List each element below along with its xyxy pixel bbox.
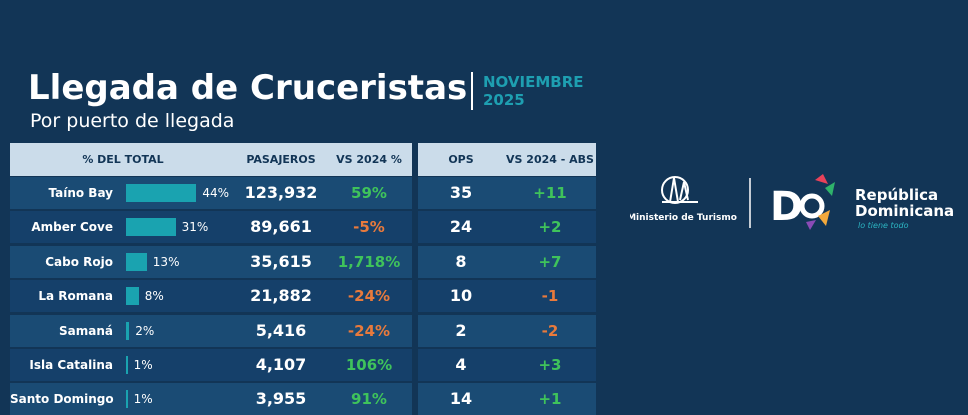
row-bg — [10, 245, 412, 278]
share-bar — [126, 356, 128, 374]
shape — [806, 220, 816, 230]
vs2024: 91% — [351, 390, 387, 409]
ops: 8 — [455, 251, 467, 271]
period: NOVIEMBRE 2025 — [483, 73, 584, 109]
vs2024: -24% — [347, 287, 391, 306]
abs-change: +11 — [533, 184, 567, 202]
vs2024: 59% — [351, 184, 387, 202]
port-name: La Romana — [38, 289, 113, 304]
title: Llegada de Cruceristas — [28, 68, 468, 108]
row-bg — [10, 314, 412, 347]
port-name: Amber Cove — [31, 220, 113, 235]
vs2024: 106% — [345, 356, 393, 374]
row-bg — [418, 211, 596, 244]
port-name: Santo Domingo — [10, 392, 114, 407]
header-cell: VS 2024 % — [326, 143, 412, 176]
country: República — [855, 186, 938, 204]
ops: 10 — [449, 286, 473, 306]
abs-change: -2 — [541, 321, 559, 340]
ops: 24 — [449, 217, 473, 237]
ops: 2 — [455, 320, 467, 340]
share-label: 1% — [133, 358, 153, 372]
share-label: 1% — [133, 392, 153, 407]
port-name: Samaná — [59, 323, 113, 338]
passengers: 5,416 — [255, 320, 307, 340]
share-bar — [126, 321, 130, 340]
share-bar — [126, 252, 147, 271]
passengers: 123,932 — [244, 183, 318, 202]
port-name: Isla Catalina — [29, 358, 113, 372]
divider — [471, 72, 473, 110]
share-bar — [126, 390, 128, 409]
share-label: 13% — [152, 254, 180, 269]
ministry-name: Ministerio de Turismo — [630, 213, 737, 223]
row-bg — [418, 280, 596, 313]
row-bg — [10, 280, 412, 313]
row-bg — [418, 349, 596, 381]
share-bar — [126, 184, 197, 202]
ops: 14 — [449, 389, 473, 409]
row-bg — [10, 211, 412, 244]
header-cell: OPS — [418, 143, 504, 176]
header-cell: % DEL TOTAL — [10, 143, 236, 176]
abs-change: +3 — [538, 356, 562, 374]
share-label: 8% — [144, 289, 164, 304]
shape — [825, 182, 835, 196]
passengers: 21,882 — [250, 286, 312, 306]
row-bg — [418, 383, 596, 415]
subtitle: Por puerto de llegada — [30, 110, 235, 132]
share-label: 31% — [181, 220, 209, 235]
abs-change: -1 — [541, 287, 559, 306]
ops: 35 — [449, 183, 473, 202]
shape — [815, 174, 828, 184]
ship-icon — [662, 177, 698, 203]
abs-change: +2 — [538, 218, 562, 237]
passengers: 89,661 — [250, 217, 312, 237]
passengers: 3,955 — [255, 389, 307, 409]
row-bg — [418, 245, 596, 278]
ops: 4 — [455, 355, 467, 374]
vs2024: 1,718% — [337, 252, 401, 271]
slogan: lo tiene todo — [858, 221, 909, 230]
port-name: Cabo Rojo — [45, 254, 113, 269]
shape — [818, 210, 830, 226]
vs2024: -5% — [353, 218, 385, 237]
header-cell: PASAJEROS — [236, 143, 326, 176]
abs-change: +1 — [538, 390, 562, 409]
share-label: 44% — [202, 186, 230, 200]
port-name: Taíno Bay — [48, 186, 113, 200]
abs-change: +7 — [538, 252, 562, 271]
share-bar — [126, 287, 139, 306]
row-bg — [418, 314, 596, 347]
header-cell: VS 2024 - ABS — [504, 143, 596, 176]
passengers: 35,615 — [250, 251, 312, 271]
passengers: 4,107 — [255, 355, 307, 374]
row-bg — [10, 383, 412, 415]
do-o — [799, 193, 825, 219]
vs2024: -24% — [347, 321, 391, 340]
row-bg — [10, 177, 412, 209]
row-bg — [418, 177, 596, 209]
share-bar — [126, 218, 176, 237]
do-mark: D — [770, 184, 803, 230]
country: Dominicana — [855, 202, 954, 220]
row-bg — [10, 349, 412, 381]
share-label: 2% — [135, 323, 155, 338]
logos: Ministerio de Turismo D República Domini… — [630, 174, 954, 230]
